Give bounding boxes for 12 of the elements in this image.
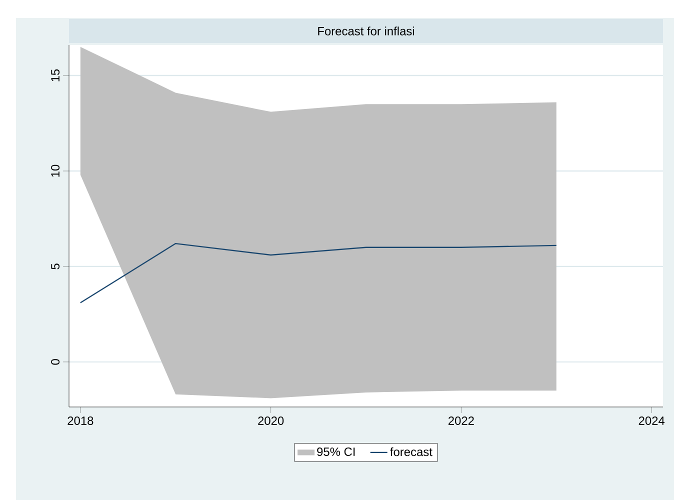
chart-title: Forecast for inflasi bbox=[318, 26, 414, 36]
x-tick-label: 2024 bbox=[638, 416, 665, 425]
x-tick-label: 2022 bbox=[448, 416, 474, 425]
line-series bbox=[80, 242, 557, 304]
y-tick-label: 0 bbox=[51, 359, 60, 365]
y-tick-label: 15 bbox=[51, 69, 60, 82]
x-tick-label: 2018 bbox=[68, 416, 94, 425]
x-tick-label: 2020 bbox=[258, 416, 284, 425]
legend-label: forecast bbox=[390, 447, 432, 456]
text: 95% CI bbox=[317, 448, 355, 456]
y-tick-label: 5 bbox=[51, 264, 60, 270]
y-tick-label: 10 bbox=[51, 164, 60, 177]
